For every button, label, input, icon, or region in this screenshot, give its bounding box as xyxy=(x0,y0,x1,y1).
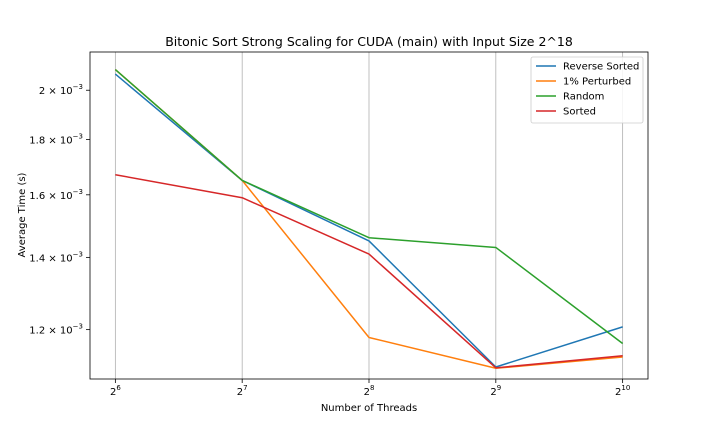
legend-label: Sorted xyxy=(563,107,596,118)
x-tick-label: 210 xyxy=(615,384,630,398)
chart-title: Bitonic Sort Strong Scaling for CUDA (ma… xyxy=(165,34,573,49)
x-tick-label: 28 xyxy=(364,384,375,398)
series-line xyxy=(114,69,624,345)
x-tick-label: 27 xyxy=(237,384,248,398)
y-tick-label: 1.2 × 10−3 xyxy=(29,323,83,337)
legend-label: 1% Perturbed xyxy=(563,77,631,88)
series-line xyxy=(115,174,623,369)
x-axis-ticks: 26 27 28 29 210 xyxy=(110,379,630,398)
y-tick-label: 1.8 × 10−3 xyxy=(29,133,83,147)
series-lines xyxy=(114,69,624,370)
x-tick-label: 29 xyxy=(490,384,501,398)
y-tick-label: 2 × 10−3 xyxy=(39,83,83,97)
legend: Reverse Sorted 1% Perturbed Random Sorted xyxy=(530,56,644,124)
y-axis-label: Average Time (s) xyxy=(17,172,28,257)
legend-label: Reverse Sorted xyxy=(563,62,639,73)
series-line xyxy=(114,73,623,368)
y-tick-label: 1.6 × 10−3 xyxy=(29,188,83,202)
x-axis-label: Number of Threads xyxy=(321,403,417,414)
y-tick-label: 1.4 × 10−3 xyxy=(29,250,83,264)
legend-box xyxy=(530,56,644,124)
x-tick-label: 26 xyxy=(110,384,121,398)
legend-label: Random xyxy=(563,92,604,103)
y-axis-ticks: 1.2 × 10−3 1.4 × 10−3 1.6 × 10−3 1.8 × 10−3… xyxy=(29,83,90,337)
